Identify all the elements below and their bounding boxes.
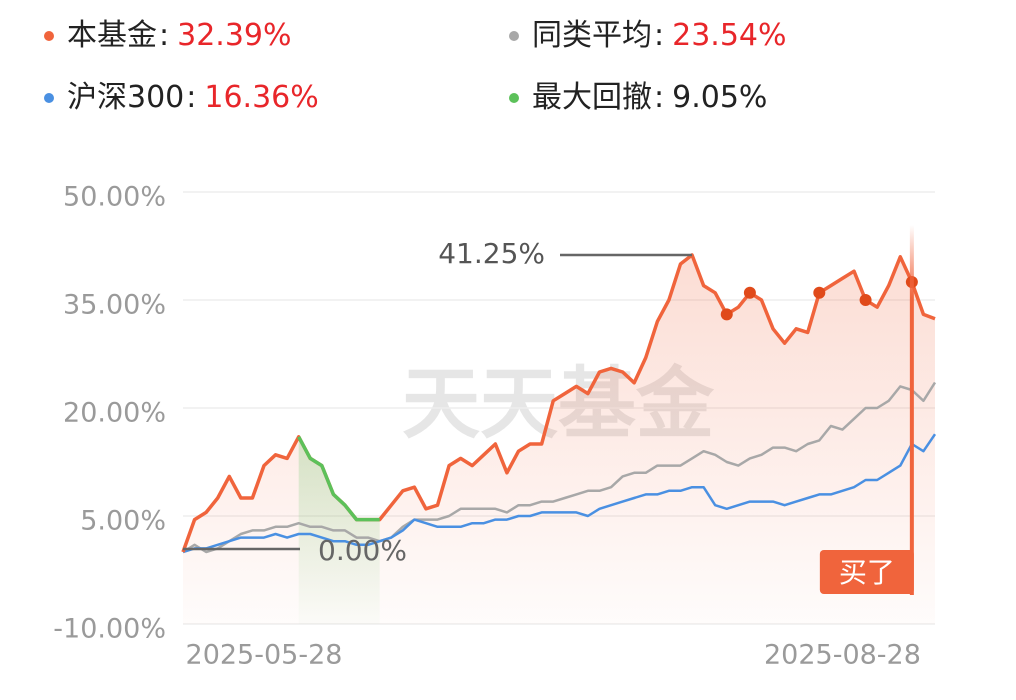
marker-dot — [720, 308, 733, 321]
series-line — [297, 435, 380, 522]
annotation-label: 41.25% — [438, 237, 545, 270]
legend-dot — [44, 93, 54, 103]
buy-line — [909, 225, 914, 595]
y-tick-label: 35.00% — [63, 290, 166, 321]
legend-entry: 最大回撤: 9.05% — [532, 80, 767, 115]
legend-dot — [44, 31, 54, 41]
legend-entry: 沪深300: 16.36% — [67, 80, 319, 115]
legend-dot — [509, 93, 519, 103]
legend-entry: 同类平均: 23.54% — [532, 18, 787, 53]
legend-name: 最大回撤 — [532, 80, 652, 115]
buy-badge — [819, 550, 914, 594]
legend-separator: : — [159, 18, 169, 53]
series-line — [182, 433, 937, 554]
y-tick-label: 20.00% — [63, 398, 166, 429]
x-tick-label: 2025-08-28 — [764, 640, 921, 671]
annotation-label: 0.00% — [318, 534, 407, 567]
legend-separator: : — [654, 80, 664, 115]
legend-value: 32.39% — [177, 18, 291, 53]
legend-name: 本基金 — [67, 18, 157, 53]
marker-dot — [743, 286, 756, 299]
buy-label: 买了 — [839, 556, 895, 589]
x-tick-label: 2025-05-28 — [186, 640, 343, 671]
series-line — [182, 381, 937, 554]
marker-dot — [859, 294, 872, 306]
legend-separator: : — [186, 80, 196, 115]
legend-dot — [509, 31, 519, 41]
y-tick-label: 50.00% — [63, 182, 166, 213]
legend-name: 同类平均 — [532, 18, 652, 53]
marker-dot — [813, 286, 826, 299]
legend-entry: 本基金: 32.39% — [67, 18, 292, 53]
y-tick-label: -10.00% — [53, 614, 166, 645]
y-tick-label: 5.00% — [80, 506, 166, 537]
legend-value: 9.05% — [672, 80, 767, 115]
legend-value: 23.54% — [672, 18, 786, 53]
legend-separator: : — [654, 18, 664, 53]
legend-value: 16.36% — [204, 80, 318, 115]
legend-name: 沪深300 — [67, 80, 184, 115]
